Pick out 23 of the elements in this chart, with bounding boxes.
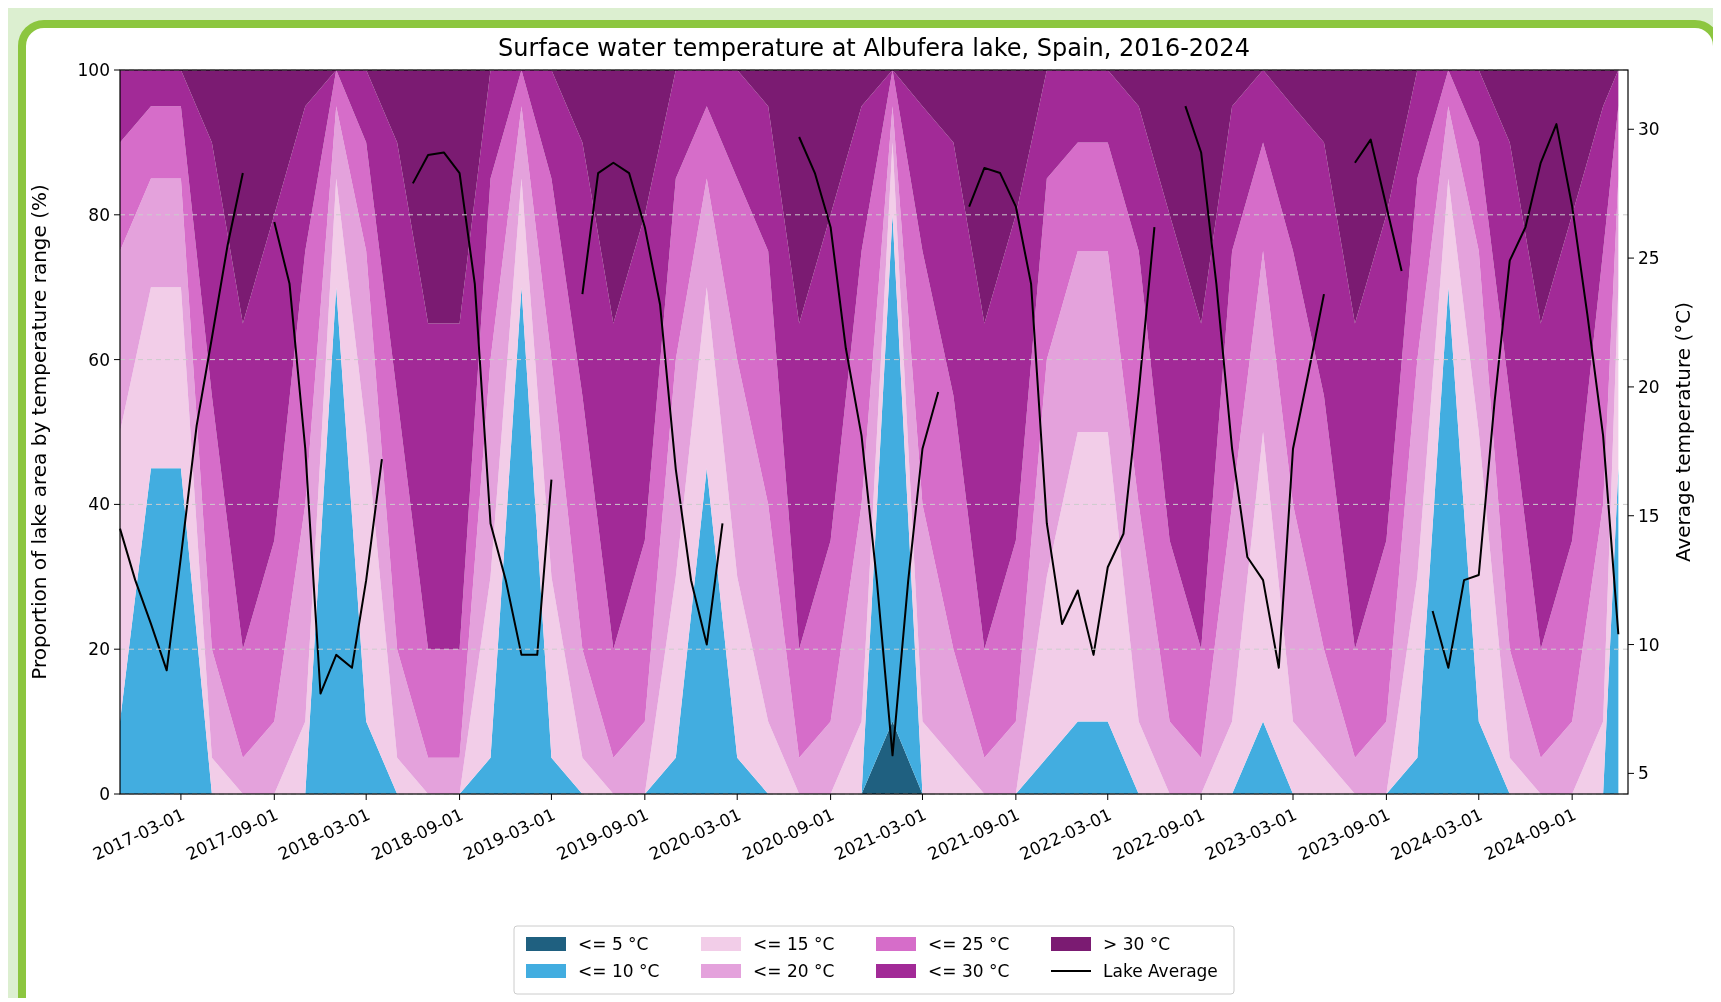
y2-axis-title: Average temperature (°C): [1671, 301, 1695, 563]
y2-tick-label: 10: [1638, 634, 1660, 655]
y-tick-label: 100: [77, 59, 110, 80]
legend-label: <= 15 °C: [753, 933, 835, 954]
legend-label: Lake Average: [1103, 960, 1218, 981]
y-tick-label: 40: [88, 494, 110, 515]
legend-label: <= 30 °C: [928, 960, 1010, 981]
legend-label: <= 10 °C: [578, 960, 660, 981]
y2-tick-label: 15: [1638, 505, 1660, 526]
legend-label: <= 5 °C: [578, 933, 649, 954]
y2-tick-label: 25: [1638, 248, 1660, 269]
y-tick-label: 80: [88, 204, 110, 225]
legend-label: > 30 °C: [1103, 933, 1171, 954]
y-axis-title: Proportion of lake area by temperature range (%): [27, 184, 51, 680]
y-tick-label: 20: [88, 639, 110, 660]
chart-title: Surface water temperature at Albufera lake, Spain, 2016-2024: [498, 34, 1250, 62]
y2-tick-label: 20: [1638, 376, 1660, 397]
y-tick-label: 60: [88, 349, 110, 370]
y2-tick-label: 30: [1638, 119, 1660, 140]
legend-label: <= 25 °C: [928, 933, 1010, 954]
y-tick-label: 0: [99, 783, 110, 804]
y2-tick-label: 5: [1638, 763, 1649, 784]
legend-label: <= 20 °C: [753, 960, 835, 981]
